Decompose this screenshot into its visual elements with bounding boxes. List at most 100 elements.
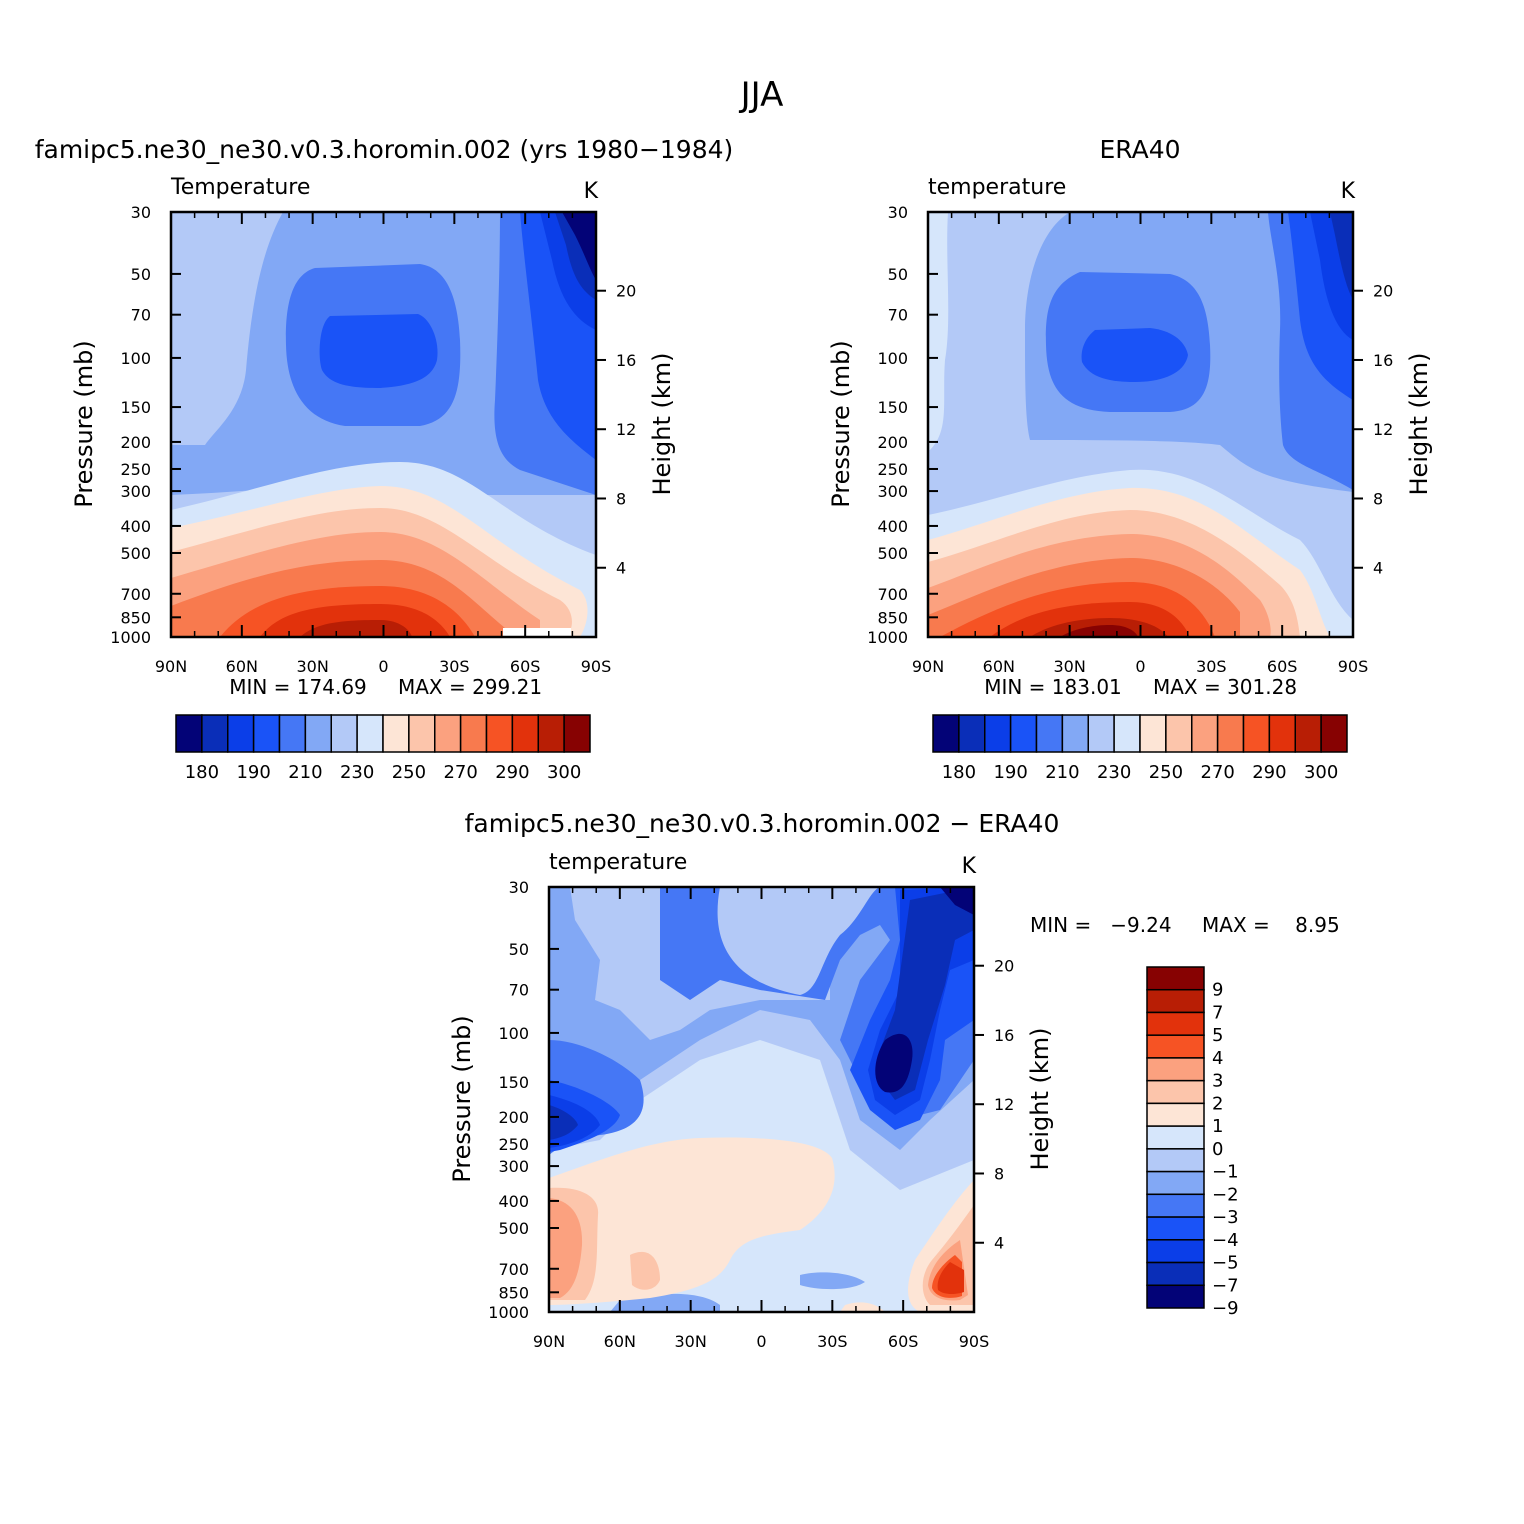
colorbar-box xyxy=(1146,1193,1205,1218)
y-tick-label: 150 xyxy=(877,398,908,417)
y2-tick-label: 20 xyxy=(994,957,1014,976)
panel-title: famipc5.ne30_ne30.v0.3.horomin.002 − ERA… xyxy=(465,809,1060,838)
contour-level xyxy=(549,1198,583,1298)
axis-ticks: 305070100150200250300400500700850100090N… xyxy=(867,203,1393,676)
colorbar-box xyxy=(1146,1261,1205,1287)
contour-level xyxy=(549,1137,835,1305)
colorbar-box xyxy=(958,714,986,753)
colorbar-box xyxy=(1146,1011,1205,1036)
y-tick-label: 50 xyxy=(888,265,908,284)
y-tick-label: 700 xyxy=(498,1260,529,1279)
axis-ticks: 305070100150200250300400500700850100090N… xyxy=(110,203,636,676)
colorbar-box xyxy=(1320,714,1348,753)
colorbar-label: 180 xyxy=(185,762,219,783)
left-string: temperature xyxy=(928,175,1066,200)
min-label: MIN = 183.01 xyxy=(984,675,1122,699)
contour-level xyxy=(549,950,576,1019)
x-tick-label: 30N xyxy=(297,657,329,676)
x-tick-label: 30S xyxy=(1196,657,1227,676)
y2-tick-label: 4 xyxy=(1373,559,1383,578)
colorbar-box xyxy=(537,714,565,753)
colorbar-box xyxy=(485,714,514,753)
colorbar-box xyxy=(1216,714,1245,753)
y-tick-label: 50 xyxy=(131,265,151,284)
colorbar: 180 190 210 230 250 270 290 300 xyxy=(175,714,591,783)
colorbar-label: −4 xyxy=(1212,1230,1239,1251)
colorbar-box xyxy=(1242,714,1271,753)
y-tick-label: 500 xyxy=(498,1219,529,1238)
colorbar-label: 2 xyxy=(1212,1093,1223,1114)
x-tick-label: 60S xyxy=(888,1332,919,1351)
x-tick-label: 0 xyxy=(378,657,388,676)
colorbar-box xyxy=(1191,714,1219,753)
contour-level xyxy=(840,1302,885,1312)
colorbar-box xyxy=(1146,1170,1205,1196)
colorbar-label: 290 xyxy=(495,762,529,783)
colorbar-label: −1 xyxy=(1212,1162,1239,1183)
colorbar-box xyxy=(1035,714,1064,753)
colorbar-box xyxy=(459,714,488,753)
contour-field xyxy=(171,212,596,637)
x-tick-label: 60S xyxy=(1267,657,1298,676)
x-tick-label: 30N xyxy=(1054,657,1086,676)
x-tick-label: 90S xyxy=(581,657,612,676)
y-tick-label: 30 xyxy=(131,203,151,222)
contour-level xyxy=(630,1251,660,1290)
min-label: MIN = 174.69 xyxy=(229,675,367,699)
colorbar-box xyxy=(932,714,960,753)
colorbar-label: 190 xyxy=(993,762,1027,783)
x-tick-label: 60N xyxy=(983,657,1015,676)
y2-tick-label: 20 xyxy=(616,282,636,301)
colorbar-label: 180 xyxy=(942,762,976,783)
colorbar-label: 190 xyxy=(236,762,270,783)
colorbar-label: 3 xyxy=(1212,1071,1223,1092)
colorbar-box xyxy=(227,714,255,753)
max-label: MAX = 299.21 xyxy=(398,675,542,699)
x-tick-label: 60S xyxy=(510,657,541,676)
y-tick-label: 150 xyxy=(120,398,151,417)
colorbar-box xyxy=(434,714,462,753)
y-axis-label: Pressure (mb) xyxy=(70,340,98,507)
colorbar-box xyxy=(252,714,281,753)
contour-level xyxy=(875,1033,913,1093)
missing-data xyxy=(503,628,571,637)
colorbar-box xyxy=(1061,714,1089,753)
colorbar-label: 210 xyxy=(1045,762,1079,783)
colorbar-label: −7 xyxy=(1212,1275,1239,1296)
y-tick-label: 70 xyxy=(888,306,908,325)
y-tick-label: 30 xyxy=(509,878,529,897)
y-tick-label: 700 xyxy=(877,585,908,604)
units-string: K xyxy=(962,854,977,879)
x-tick-label: 90N xyxy=(155,657,187,676)
x-tick-label: 30S xyxy=(439,657,470,676)
colorbar-box xyxy=(1146,1079,1205,1105)
units-string: K xyxy=(584,179,599,204)
colorbar-box xyxy=(1113,714,1141,753)
colorbar-box xyxy=(1146,988,1205,1014)
colorbar-label: 210 xyxy=(288,762,322,783)
contour-level xyxy=(319,314,438,388)
y-tick-label: 400 xyxy=(877,517,908,536)
left-string: temperature xyxy=(549,850,687,875)
y2-axis-label: Height (km) xyxy=(1026,1028,1054,1171)
y-tick-label: 850 xyxy=(498,1283,529,1302)
colorbar-box xyxy=(1146,1034,1205,1059)
y-tick-label: 70 xyxy=(509,981,529,1000)
panel-difference: famipc5.ne30_ne30.v0.3.horomin.002 − ERA… xyxy=(448,809,1340,1351)
contour-level xyxy=(940,887,974,915)
contour-level xyxy=(1081,328,1188,382)
y2-tick-label: 8 xyxy=(994,1164,1004,1183)
x-tick-label: 0 xyxy=(1135,657,1145,676)
colorbar-box xyxy=(1146,1102,1205,1127)
y2-tick-label: 12 xyxy=(994,1095,1014,1114)
colorbar-label: 230 xyxy=(340,762,374,783)
x-tick-label: 0 xyxy=(756,1332,766,1351)
y-tick-label: 250 xyxy=(498,1135,529,1154)
contour-level xyxy=(562,212,596,280)
y-tick-label: 200 xyxy=(877,433,908,452)
y-tick-label: 200 xyxy=(120,433,151,452)
panel-model: famipc5.ne30_ne30.v0.3.horomin.002 (yrs … xyxy=(35,135,734,783)
contour-field xyxy=(549,887,974,1312)
